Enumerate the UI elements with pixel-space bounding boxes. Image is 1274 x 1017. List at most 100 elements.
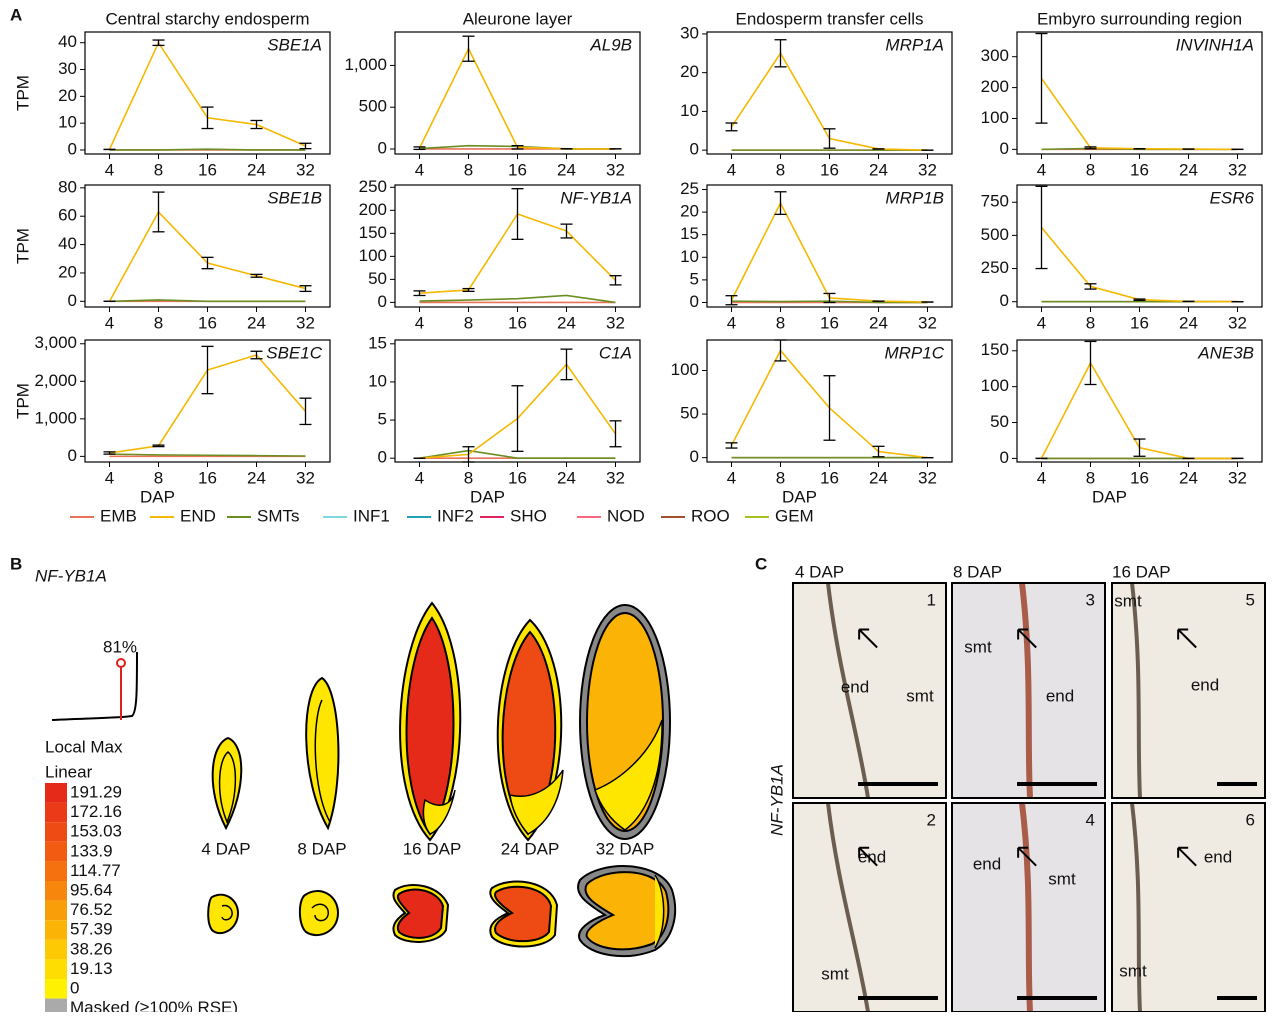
x-tick-label: 24	[557, 313, 576, 332]
gene-label: SBE1C	[266, 343, 322, 362]
x-tick-label: 4	[1037, 160, 1046, 179]
scale-swatch	[45, 979, 67, 999]
x-tick-label: 8	[1086, 160, 1095, 179]
y-tick-label: 20	[680, 202, 699, 221]
series-line	[732, 203, 928, 302]
x-tick-label: 32	[918, 468, 937, 487]
y-tick-label: 0	[68, 139, 77, 158]
stage-label: 32 DAP	[596, 839, 655, 858]
tissue-label: end	[1046, 686, 1074, 705]
error-bar	[775, 40, 787, 67]
scale-swatch	[45, 901, 67, 921]
x-tick-label: 16	[508, 313, 527, 332]
image-number: 3	[1086, 590, 1095, 609]
error-bar	[824, 376, 836, 440]
gene-label: NF-YB1A	[35, 566, 107, 585]
x-tick-label: 8	[154, 160, 163, 179]
error-bar	[726, 296, 738, 305]
y-tick-label: 100	[981, 376, 1009, 395]
y-tick-label: 150	[981, 340, 1009, 359]
column-title: 4 DAP	[795, 562, 844, 581]
legend-label: NOD	[607, 506, 645, 525]
x-tick-label: 24	[1179, 468, 1198, 487]
error-bar	[512, 386, 524, 452]
panel-label: B	[10, 554, 22, 573]
y-tick-label: 100	[981, 108, 1009, 127]
x-tick-label: 16	[820, 468, 839, 487]
error-bar	[251, 351, 263, 359]
x-tick-label: 24	[1179, 313, 1198, 332]
scale-swatch	[45, 861, 67, 881]
error-bar	[561, 349, 573, 380]
scale-label: 153.03	[70, 822, 122, 841]
line-chart: TPMDAP01,0002,0003,00048162432SBE1C	[13, 333, 330, 506]
x-tick-label: 4	[105, 313, 114, 332]
y-tick-label: 60	[58, 206, 77, 225]
y-axis-label: TPM	[13, 75, 32, 111]
scale-label: 191.29	[70, 782, 122, 801]
y-tick-label: 500	[981, 225, 1009, 244]
error-bar	[610, 421, 622, 447]
scale-label: 76.52	[70, 900, 113, 919]
y-tick-label: 200	[981, 77, 1009, 96]
y-tick-label: 0	[378, 292, 387, 311]
line-chart: 051015202548162432MRP1B	[680, 179, 952, 332]
y-tick-label: 300	[981, 46, 1009, 65]
legend-label: END	[180, 506, 216, 525]
gene-label: INVINH1A	[1176, 35, 1254, 54]
scale-label: 114.77	[70, 861, 121, 880]
x-tick-label: 8	[1086, 313, 1095, 332]
x-tick-label: 32	[1228, 468, 1247, 487]
y-tick-label: 10	[680, 247, 699, 266]
y-axis-label: TPM	[13, 228, 32, 264]
legend-label: SHO	[510, 506, 547, 525]
y-tick-label: 0	[68, 446, 77, 465]
y-tick-label: 50	[368, 269, 387, 288]
x-tick-label: 32	[296, 313, 315, 332]
line-chart: Aleurone layer05001,00048162432AL9B	[344, 9, 640, 179]
stage-label: 16 DAP	[403, 839, 462, 858]
error-bar	[300, 398, 312, 424]
scale-swatch	[45, 803, 67, 823]
x-axis-label: DAP	[1092, 487, 1127, 506]
micrograph-bg	[793, 803, 946, 1012]
error-bar	[202, 346, 214, 393]
micrograph: 3endsmt	[952, 583, 1105, 798]
scale-label: 19.13	[70, 959, 113, 978]
scale-label: 0	[70, 978, 79, 997]
y-tick-label: 0	[1000, 448, 1009, 467]
error-bar	[726, 443, 738, 448]
gene-label: MRP1A	[885, 35, 944, 54]
x-tick-label: 4	[105, 160, 114, 179]
x-tick-label: 4	[415, 313, 424, 332]
y-tick-label: 0	[68, 291, 77, 310]
gene-label: MRP1B	[885, 188, 944, 207]
line-chart: DAP05010048162432MRP1C	[671, 340, 952, 506]
gene-label: ANE3B	[1197, 343, 1254, 362]
x-tick-label: 24	[1179, 160, 1198, 179]
line-chart: DAP05101548162432C1A	[368, 333, 640, 506]
scale-swatch	[45, 842, 67, 862]
y-tick-label: 100	[671, 360, 699, 379]
y-tick-label: 10	[58, 113, 77, 132]
series-line	[1042, 227, 1238, 301]
y-tick-label: 100	[359, 246, 387, 265]
scale-label: 172.16	[70, 802, 122, 821]
micrograph: 1endsmt	[793, 583, 946, 798]
y-tick-label: 40	[58, 234, 77, 253]
x-tick-label: 16	[198, 160, 217, 179]
x-tick-label: 16	[820, 160, 839, 179]
error-bar	[1085, 341, 1097, 384]
y-tick-label: 200	[359, 200, 387, 219]
error-bar	[251, 274, 263, 277]
percentile-dot	[117, 659, 125, 667]
seeds	[208, 603, 675, 956]
line-chart: 025050075048162432ESR6	[981, 185, 1262, 332]
line-chart: DAP05010015048162432ANE3B	[981, 340, 1262, 506]
x-tick-label: 32	[296, 468, 315, 487]
scale-title: Local Max	[45, 737, 123, 756]
panel-b: B NF-YB1A 81% Local Max Linear 191.29172…	[10, 554, 675, 1012]
legend-label: GEM	[775, 506, 814, 525]
y-tick-label: 0	[690, 140, 699, 159]
scale-swatch	[45, 783, 67, 803]
